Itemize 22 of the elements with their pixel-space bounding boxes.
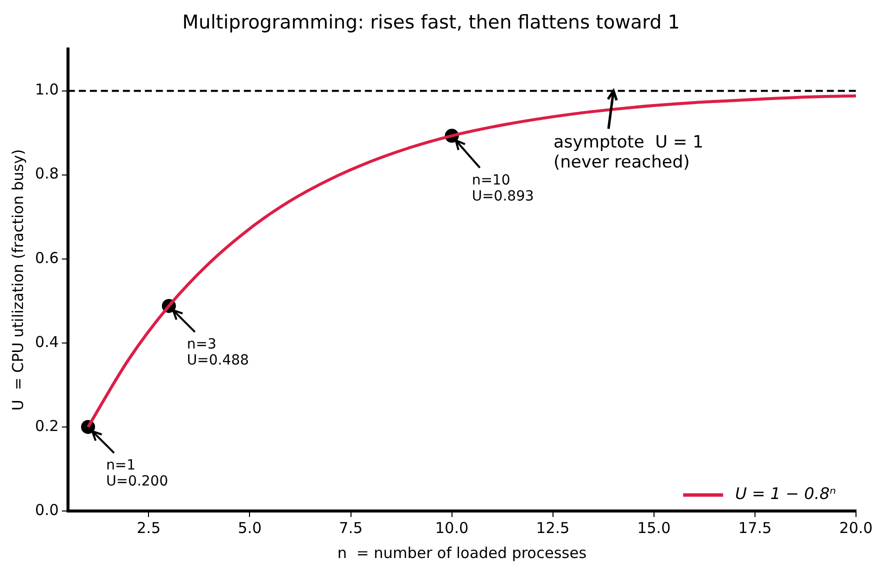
- y-axis-title: U = CPU utilization (fraction busy): [8, 149, 27, 411]
- x-tick-label: 15.0: [637, 518, 671, 537]
- y-tick-label: 0.6: [34, 248, 59, 267]
- annotation: asymptote U = 1 (never reached): [553, 132, 704, 173]
- y-tick-label: 0.4: [34, 332, 59, 351]
- x-tick-label: 7.5: [338, 518, 363, 537]
- x-axis-title: n = number of loaded processes: [337, 544, 587, 562]
- x-tick-label: 17.5: [738, 518, 772, 537]
- y-tick-label: 1.0: [34, 80, 59, 99]
- x-tick-label: 5.0: [238, 518, 262, 537]
- annotation: n=10 U=0.893: [472, 172, 534, 204]
- chart-title: Multiprogramming: rises fast, then flattens toward 1: [182, 11, 680, 34]
- annotation: n=1 U=0.200: [106, 458, 168, 490]
- annotation: n=3 U=0.488: [186, 336, 249, 369]
- x-tick-label: 10.0: [435, 518, 469, 537]
- x-tick-label: 2.5: [136, 518, 161, 537]
- legend-label: U = 1 − 0.8ⁿ: [735, 484, 836, 504]
- x-tick-label: 20.0: [839, 518, 873, 537]
- x-tick-label: 12.5: [536, 518, 570, 537]
- y-tick-label: 0.2: [34, 416, 59, 435]
- y-tick-label: 0.0: [34, 500, 59, 519]
- y-tick-label: 0.8: [34, 164, 59, 183]
